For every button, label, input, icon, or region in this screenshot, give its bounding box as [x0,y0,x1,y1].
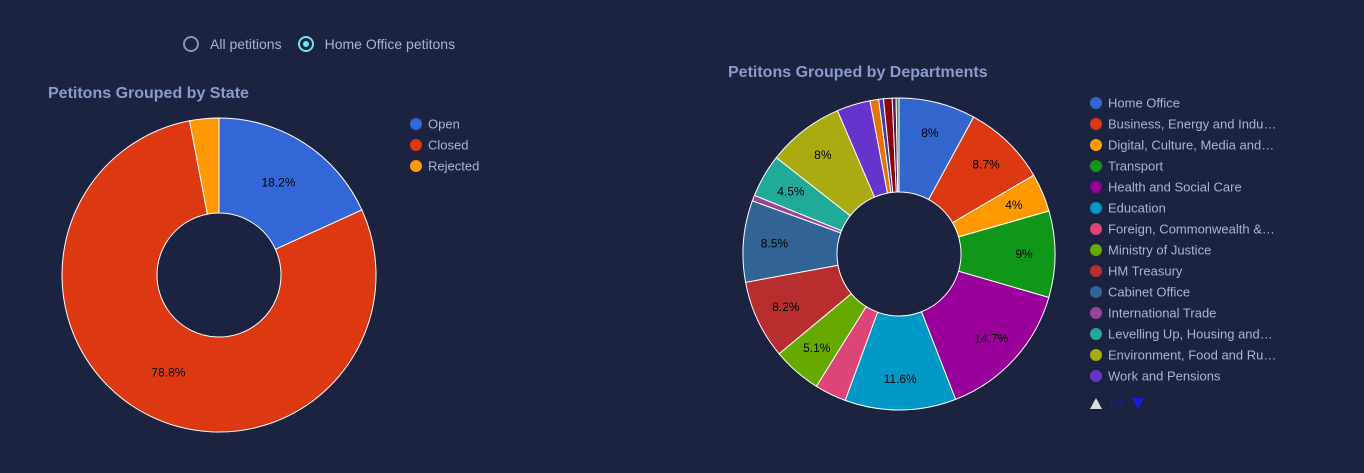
petition-filter-radio-group: All petitions Home Office petitons [183,36,471,52]
dept-slice-label: 8.2% [772,300,800,314]
dept-legend-marker-icon [1090,97,1102,109]
dept-legend-item[interactable]: Home Office [1108,96,1180,111]
dept-slice-label: 4.5% [777,184,805,198]
dept-legend-marker-icon [1090,139,1102,151]
dept-legend-item[interactable]: Ministry of Justice [1108,243,1211,258]
dept-legend-marker-icon [1090,265,1102,277]
dept-legend-marker-icon [1090,223,1102,235]
dept-legend-marker-icon [1090,202,1102,214]
state-legend-marker-icon [410,118,422,130]
legend-page-indicator: 1/2 [1108,397,1125,411]
dept-legend-item[interactable]: HM Treasury [1108,264,1183,279]
radio-circle-icon[interactable] [183,36,199,52]
home-office-label: Home Office petitons [324,36,456,52]
dept-slice-label: 11.6% [884,372,917,386]
dept-slice-other-18[interactable] [895,97,900,193]
department-chart-title: Petitons Grouped by Departments [728,64,988,81]
dept-legend-item[interactable]: Business, Energy and Indu… [1108,117,1276,132]
dept-slice-label: 8% [921,126,939,140]
state-chart-title: Petitons Grouped by State [48,85,249,102]
dept-legend-item[interactable]: Foreign, Commonwealth &… [1108,222,1275,237]
dept-slice-label: 8.5% [761,237,789,251]
state-slice-closed[interactable] [61,120,377,433]
all-petitions-label: All petitions [210,36,282,52]
dept-slice-label: 5.1% [803,341,831,355]
dept-legend-item[interactable]: Transport [1108,159,1164,174]
dept-legend-item[interactable]: Education [1108,201,1166,216]
legend-page-down-icon[interactable] [1132,398,1144,409]
dept-legend-marker-icon [1090,286,1102,298]
dept-slice-label: 9% [1015,247,1033,261]
dept-legend-marker-icon [1090,118,1102,130]
state-slice-rejected[interactable] [188,117,220,215]
department-donut-chart: 8% 8.7% 4% 9% 14.7% 11.6% 5.1% 8.2% 8.5% 4.5% 8% Ho… [742,96,1276,411]
dept-legend-marker-icon [1090,328,1102,340]
dept-legend-item[interactable]: Digital, Culture, Media and… [1108,138,1274,153]
dept-legend-item[interactable]: Environment, Food and Ru… [1108,348,1276,363]
state-slice-open[interactable] [218,117,363,250]
state-donut-chart: 18.2% 78.8% Open Closed Rejected [61,117,479,433]
dept-slice-label: 8.7% [972,157,1000,171]
state-legend-item[interactable]: Rejected [428,159,479,174]
dept-slice-label: 14.7% [974,331,1008,345]
dept-legend-marker-icon [1090,349,1102,361]
state-slice-label: 18.2% [262,175,296,189]
dept-legend-item[interactable]: Cabinet Office [1108,285,1190,300]
home-office-radio[interactable]: Home Office petitons [297,36,456,52]
state-legend-item[interactable]: Open [428,117,460,132]
dept-legend-marker-icon [1090,307,1102,319]
state-legend-marker-icon [410,160,422,172]
dept-legend-item[interactable]: Work and Pensions [1108,369,1221,384]
dept-slice-label: 4% [1005,198,1023,212]
dept-legend-marker-icon [1090,370,1102,382]
state-legend-marker-icon [410,139,422,151]
state-legend-item[interactable]: Closed [428,138,468,153]
radio-selected-icon[interactable] [297,36,314,52]
dept-legend-item[interactable]: Health and Social Care [1108,180,1242,195]
dept-legend-item[interactable]: Levelling Up, Housing and… [1108,327,1273,342]
dept-slice-health-and-social-care[interactable] [920,270,1050,401]
dept-legend-item[interactable]: International Trade [1108,306,1216,321]
state-slice-label: 78.8% [151,366,185,380]
dept-slice-label: 8% [814,148,832,162]
dept-legend-marker-icon [1090,181,1102,193]
legend-page-up-icon[interactable] [1090,398,1102,409]
dept-legend-marker-icon [1090,160,1102,172]
dept-legend-marker-icon [1090,244,1102,256]
all-petitions-radio[interactable]: All petitions [183,36,282,52]
